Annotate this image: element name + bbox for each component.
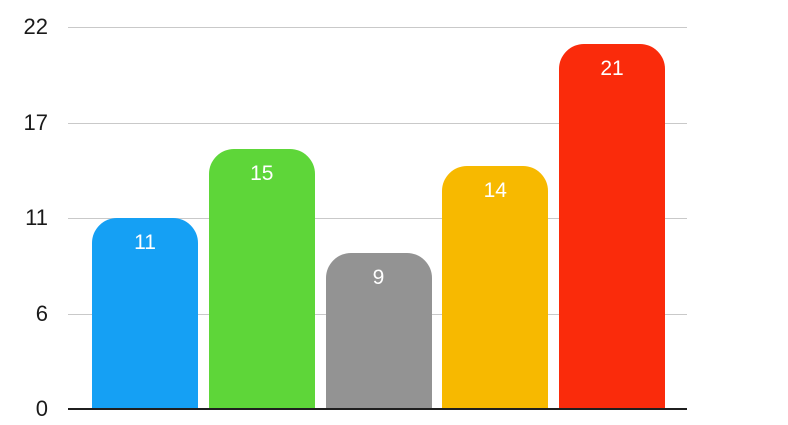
bar-3: 9 [325, 252, 432, 409]
x-axis-line [68, 408, 687, 410]
gridline-17 [68, 122, 687, 124]
y-tick-label-22: 22 [23, 14, 48, 39]
y-axis: 22 17 11 6 0 [0, 16, 48, 420]
y-tick-label-0: 0 [35, 396, 48, 421]
bar-value-label: 11 [134, 231, 156, 254]
y-tick-label-17: 17 [23, 109, 48, 135]
bar-value-label: 15 [250, 161, 274, 185]
bar-1: 11 [92, 218, 198, 409]
gridline-11 [68, 218, 687, 219]
gridline-22 [68, 27, 687, 28]
bar-2: 15 [208, 148, 315, 409]
plot-area: 11 15 9 14 21 [68, 27, 687, 410]
bar-4: 14 [442, 165, 549, 409]
bar-value-label: 21 [600, 57, 624, 81]
bars-container: 11 15 9 14 21 [68, 27, 687, 409]
bar-value-label: 9 [372, 265, 385, 289]
bar-5: 21 [559, 44, 665, 409]
y-tick-label-6: 6 [35, 300, 48, 326]
y-tick-label-11: 11 [25, 205, 48, 230]
bar-value-label: 14 [483, 178, 507, 202]
